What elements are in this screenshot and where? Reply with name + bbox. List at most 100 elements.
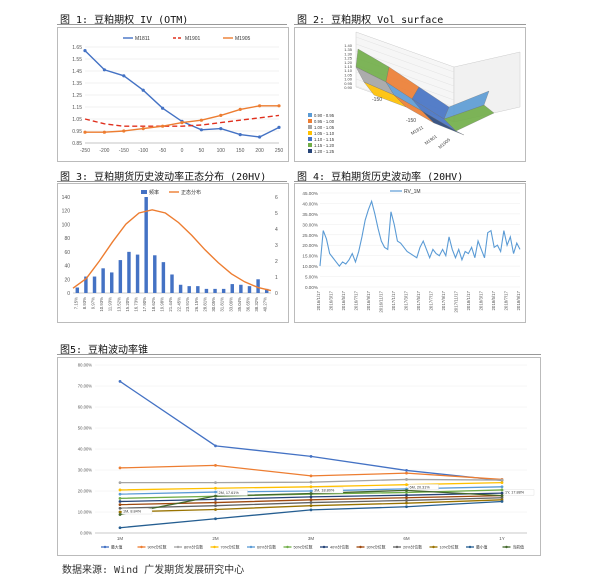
fig5-point (118, 488, 122, 492)
fig5-point (118, 500, 122, 503)
fig5-point (309, 489, 313, 493)
fig3-xtick-label: 21.44% (168, 297, 173, 312)
fig3-frame (57, 183, 289, 323)
fig1-point-m1811 (219, 127, 223, 131)
fig5-point (500, 496, 504, 500)
fig3-bar (247, 286, 252, 293)
fig1-ytick-label: 1.65 (72, 45, 82, 51)
fig5-point (309, 501, 313, 504)
fig5-point (500, 500, 504, 503)
fig3-bar (161, 262, 166, 293)
fig1-point-m1905 (238, 107, 242, 111)
fig1-xtick-label: -150 (119, 148, 129, 154)
fig4-ytick-label: 15.00% (302, 254, 318, 259)
fig5-point (214, 501, 217, 504)
fig4-rv-line (319, 199, 521, 268)
fig1-point-m1905 (277, 104, 281, 108)
fig3-xtick-label: 15.20% (125, 297, 130, 312)
fig5-point (309, 492, 313, 495)
fig5-point (118, 379, 122, 383)
fig1-point-m1905 (122, 129, 126, 133)
fig5-ytick-label: 10.00% (78, 510, 92, 515)
fig5-point (118, 466, 122, 470)
fig2-legend-label: 1.15 - 1.20 (314, 143, 335, 148)
fig3-ytick-right-label: 3 (275, 243, 278, 249)
fig3-xtick-label: 22.45% (177, 297, 182, 312)
fig5-legend-label: 50%分位数 (294, 545, 313, 550)
fig2-ztick-label: 1.30 (344, 51, 353, 56)
fig5-ytick-label: 0.00% (80, 531, 92, 536)
fig1-title: 图 1: 豆粕期权 IV (OTM) (60, 15, 189, 26)
fig4-ytick-label: 10.00% (302, 264, 318, 269)
fig3-bar (127, 251, 131, 293)
fig5-data-label-box (217, 489, 248, 496)
fig5-ytick-label: 20.00% (78, 489, 92, 494)
fig5-data-label-box (408, 484, 439, 491)
fig4-xtick-label: 2016/7/17 (354, 290, 359, 310)
fig3-bar (118, 260, 123, 293)
fig1-ytick-label: 1.45 (72, 69, 82, 75)
fig3-bar (75, 287, 80, 293)
fig3-bar (239, 284, 243, 293)
fig5-point (214, 508, 217, 511)
fig1-point-m1811 (161, 106, 165, 110)
fig2-ztick-label: 0.90 (344, 85, 353, 90)
fig5-data-label-box (312, 487, 344, 494)
fig1-point-m1905 (141, 127, 145, 131)
fig5-data-label: 2M, 17.61% (219, 491, 240, 495)
fig4-xtick-label: 2018/3/17 (479, 290, 484, 310)
fig3-xtick-label: 28.81% (202, 297, 207, 312)
fig5-point (500, 494, 504, 498)
fig5-point (118, 513, 122, 516)
fig2-legend-swatch (308, 137, 312, 141)
fig3-legend-swatch (141, 190, 147, 194)
fig2-legend-label: 1.05 - 1.10 (314, 131, 335, 136)
fig3-bar (187, 286, 191, 293)
fig4-xtick-label: 2017/5/17 (416, 290, 421, 310)
fig2-gridline (355, 43, 455, 80)
fig3-bar (144, 197, 148, 293)
fig3-bar (101, 268, 105, 293)
fig1-point-m1811 (258, 135, 262, 139)
fig4-xtick-label: 2016/1/17 (316, 290, 321, 310)
fig2-gridline (355, 36, 455, 73)
fig4-ytick-label: 0.00% (305, 285, 318, 290)
fig5-point (214, 481, 217, 484)
fig5-legend-marker (432, 545, 435, 549)
fig3-xtick-label: 40.27% (263, 297, 268, 312)
fig1-point-m1905 (219, 113, 223, 117)
fig2-legend-swatch (308, 113, 312, 117)
fig1-ytick-label: 1.55 (72, 57, 82, 63)
fig1-point-m1905 (180, 121, 184, 125)
fig4-xtick-label: 2016/3/17 (329, 290, 334, 310)
fig5-point (405, 493, 408, 497)
fig3-bar (170, 274, 174, 293)
fig5-xtick-label: 2M (212, 536, 219, 541)
fig3-bar (153, 255, 157, 293)
fig5-vol-cone: 0.00% 10.00% 20.00% 30.00% 40.00% 50.00% 60.00… (57, 357, 541, 556)
fig5-point (118, 503, 122, 507)
fig3-xtick-label: 36.65% (245, 297, 250, 312)
fig5-point (214, 517, 217, 521)
fig3-ytick-right-label: 0 (275, 291, 278, 297)
fig5-ytick-label: 50.00% (78, 426, 92, 431)
fig3-bar (84, 276, 88, 293)
fig3-bar (213, 288, 217, 293)
fig3-ytick-right-label: 4 (275, 227, 278, 233)
fig5-point (118, 526, 122, 530)
fig5-point (405, 501, 408, 505)
fig1-point-m1905 (258, 104, 262, 108)
fig1-point-m1905 (199, 118, 203, 122)
fig4-xtick-label: 2017/3/17 (404, 290, 409, 310)
fig5-data-label: 3M, 18.80% (314, 489, 335, 493)
fig1-point-m1811 (199, 128, 203, 132)
fig3-xtick-label: 16.73% (134, 297, 139, 312)
fig5-title: 图5: 豆粕波动率锥 (60, 345, 149, 356)
fig1-series-line-m1901 (84, 114, 280, 127)
fig3-normal-curve (72, 209, 272, 292)
fig5-legend-marker (322, 545, 326, 549)
fig2-xtick-label: -150 (406, 118, 416, 124)
fig1-ytick-label: 0.95 (72, 129, 82, 135)
fig1-legend-label: M1905 (235, 36, 251, 42)
fig1-frame (57, 27, 289, 162)
